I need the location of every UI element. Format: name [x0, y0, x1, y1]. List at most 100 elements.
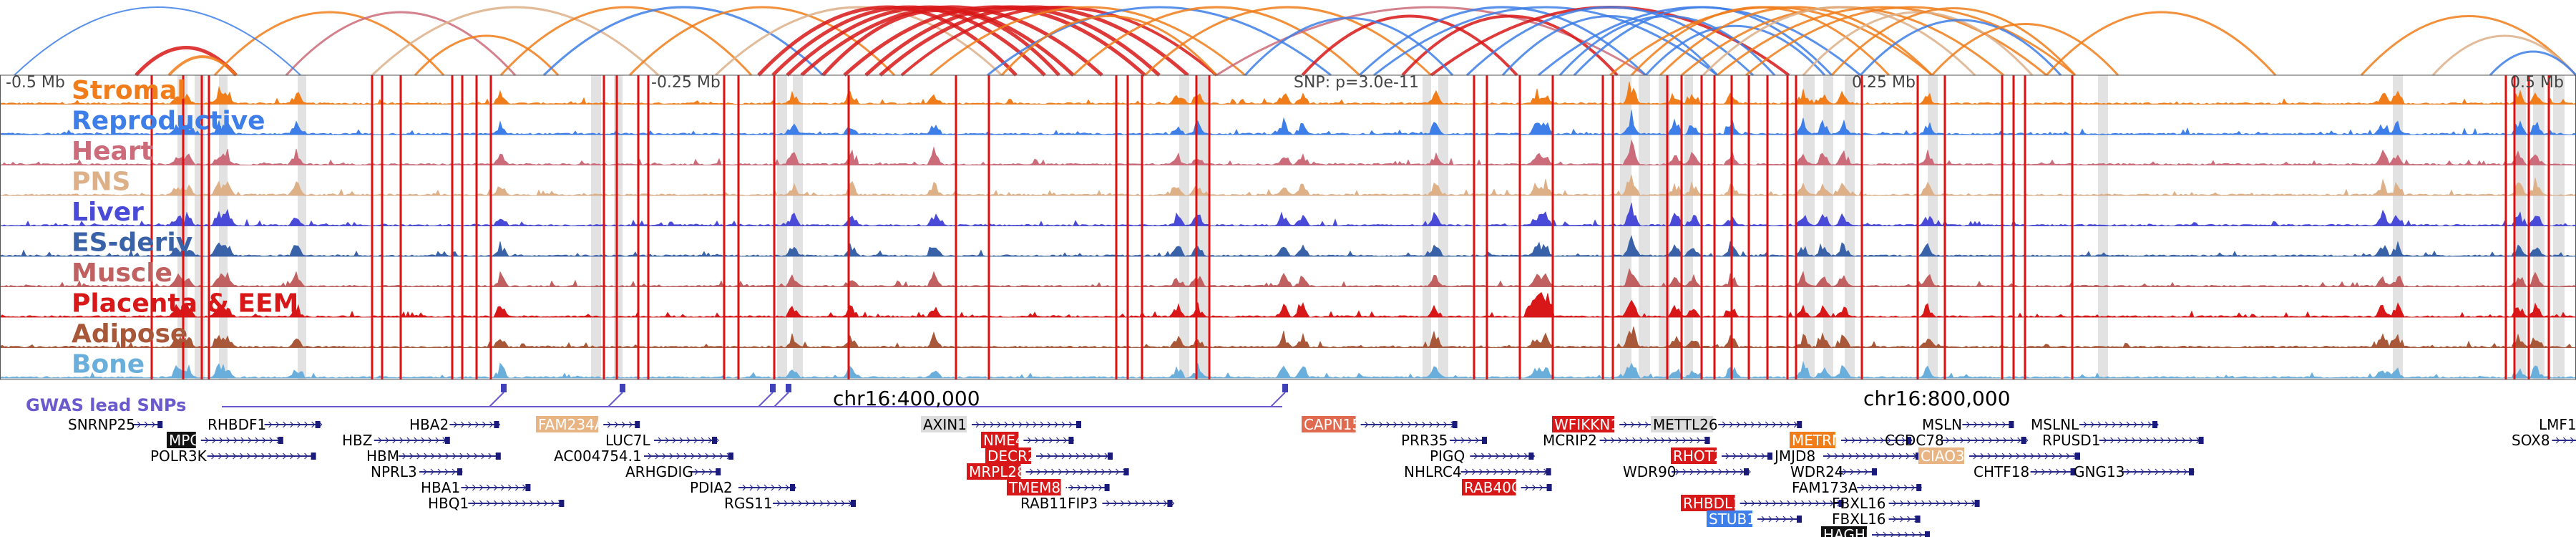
- gwas-snp-marker: [1282, 384, 1288, 392]
- gene-exon: [1068, 437, 1074, 444]
- strand-arrow: [1850, 468, 1854, 475]
- gwas-leader: [758, 392, 774, 407]
- gene-exon: [1167, 500, 1173, 507]
- strand-arrow: [254, 453, 258, 460]
- gene-label: HBZ: [342, 432, 372, 449]
- strand-arrow: [1921, 500, 1926, 507]
- strand-arrow: [1858, 437, 1863, 444]
- gene-exon: [728, 453, 733, 460]
- strand-arrow: [1604, 437, 1608, 444]
- strand-arrow: [1675, 468, 1679, 475]
- strand-arrow: [1018, 421, 1023, 428]
- strand-arrow: [1782, 516, 1787, 523]
- strand-arrow: [683, 453, 688, 460]
- strand-arrow: [1989, 437, 1993, 444]
- strand-arrow: [1630, 421, 1635, 428]
- strand-arrow: [1091, 484, 1096, 491]
- track-label: ES-deriv: [72, 228, 192, 258]
- strand-arrow: [2155, 468, 2159, 475]
- strand-arrow: [409, 453, 414, 460]
- strand-arrow: [648, 453, 652, 460]
- strand-arrow: [834, 500, 838, 507]
- chromatin-arc: [1373, 6, 1718, 77]
- gene-exon: [1872, 468, 1877, 475]
- strand-arrow: [1163, 500, 1168, 507]
- strand-arrow: [705, 453, 709, 460]
- highlight-column: [1845, 75, 1855, 379]
- strand-arrow: [479, 500, 484, 507]
- strand-arrow: [1040, 453, 1044, 460]
- strand-arrow: [1386, 421, 1390, 428]
- strand-arrow: [453, 421, 458, 428]
- gwas-track: GWAS lead SNPs: [26, 384, 1288, 415]
- strand-arrow: [749, 484, 753, 491]
- gene-highlight: [985, 448, 1031, 464]
- highlight-column: [2393, 75, 2403, 379]
- strand-arrow: [1011, 421, 1015, 428]
- strand-arrow: [481, 453, 485, 460]
- strand-arrow: [2119, 421, 2123, 428]
- strand-arrow: [2044, 453, 2049, 460]
- strand-arrow: [1747, 453, 1751, 460]
- strand-arrow: [1034, 437, 1039, 444]
- gene-exon: [2070, 468, 2076, 475]
- strand-arrow: [1884, 453, 1888, 460]
- strand-arrow: [304, 453, 308, 460]
- strand-arrow: [1950, 500, 1954, 507]
- chromatin-arc: [414, 34, 560, 77]
- gene-exon: [1104, 484, 1110, 491]
- gene-label: HBM: [366, 448, 399, 465]
- strand-arrow: [1757, 421, 1762, 428]
- strand-arrow: [1468, 437, 1472, 444]
- strand-arrow: [2056, 468, 2060, 475]
- strand-arrow: [283, 453, 287, 460]
- strand-arrow: [1893, 516, 1897, 523]
- strand-arrow: [1453, 437, 1458, 444]
- strand-arrow: [1623, 421, 1628, 428]
- strand-arrow: [1743, 421, 1748, 428]
- strand-arrow: [247, 453, 251, 460]
- strand-arrow: [486, 484, 491, 491]
- strand-arrow: [240, 437, 245, 444]
- strand-arrow: [1740, 453, 1744, 460]
- strand-arrow: [1065, 468, 1070, 475]
- strand-arrow: [1365, 421, 1369, 428]
- strand-arrow: [1004, 421, 1008, 428]
- strand-arrow: [1722, 421, 1727, 428]
- strand-arrow: [514, 484, 519, 491]
- gene-exon: [157, 421, 163, 428]
- gene-exon: [1704, 437, 1710, 444]
- strand-arrow: [1682, 468, 1687, 475]
- strand-arrow: [2001, 421, 2006, 428]
- strand-arrow: [778, 484, 782, 491]
- strand-arrow: [275, 421, 280, 428]
- strand-arrow: [205, 437, 209, 444]
- strand-arrow: [1077, 484, 1081, 491]
- gene-label: FAM234A: [538, 416, 605, 433]
- chromatin-arc: [1745, 6, 2076, 77]
- strand-arrow: [1751, 500, 1755, 507]
- strand-arrow: [1488, 453, 1493, 460]
- strand-arrow: [421, 437, 425, 444]
- strand-arrow: [2189, 437, 2193, 444]
- highlight-column: [1179, 75, 1189, 379]
- gene-highlight: [921, 416, 967, 432]
- signal-track: [0, 291, 2576, 318]
- strand-arrow: [2183, 468, 2187, 475]
- strand-arrow: [2182, 437, 2186, 444]
- chromatin-arc: [1859, 19, 2062, 77]
- strand-arrow: [1041, 437, 1046, 444]
- strand-arrow: [2176, 468, 2180, 475]
- strand-arrow: [1744, 500, 1748, 507]
- strand-arrow: [1090, 453, 1094, 460]
- chromatin-arc: [371, 6, 660, 77]
- chromatin-arc: [1143, 6, 1433, 77]
- strand-arrow: [438, 453, 442, 460]
- ruler-snp-label: SNP: p=3.0e-11: [1294, 74, 1419, 92]
- track-label: Reproductive: [72, 107, 265, 136]
- strand-arrow: [1877, 453, 1881, 460]
- strand-arrow: [1682, 437, 1687, 444]
- strand-arrow: [1758, 500, 1762, 507]
- strand-arrow: [1732, 453, 1737, 460]
